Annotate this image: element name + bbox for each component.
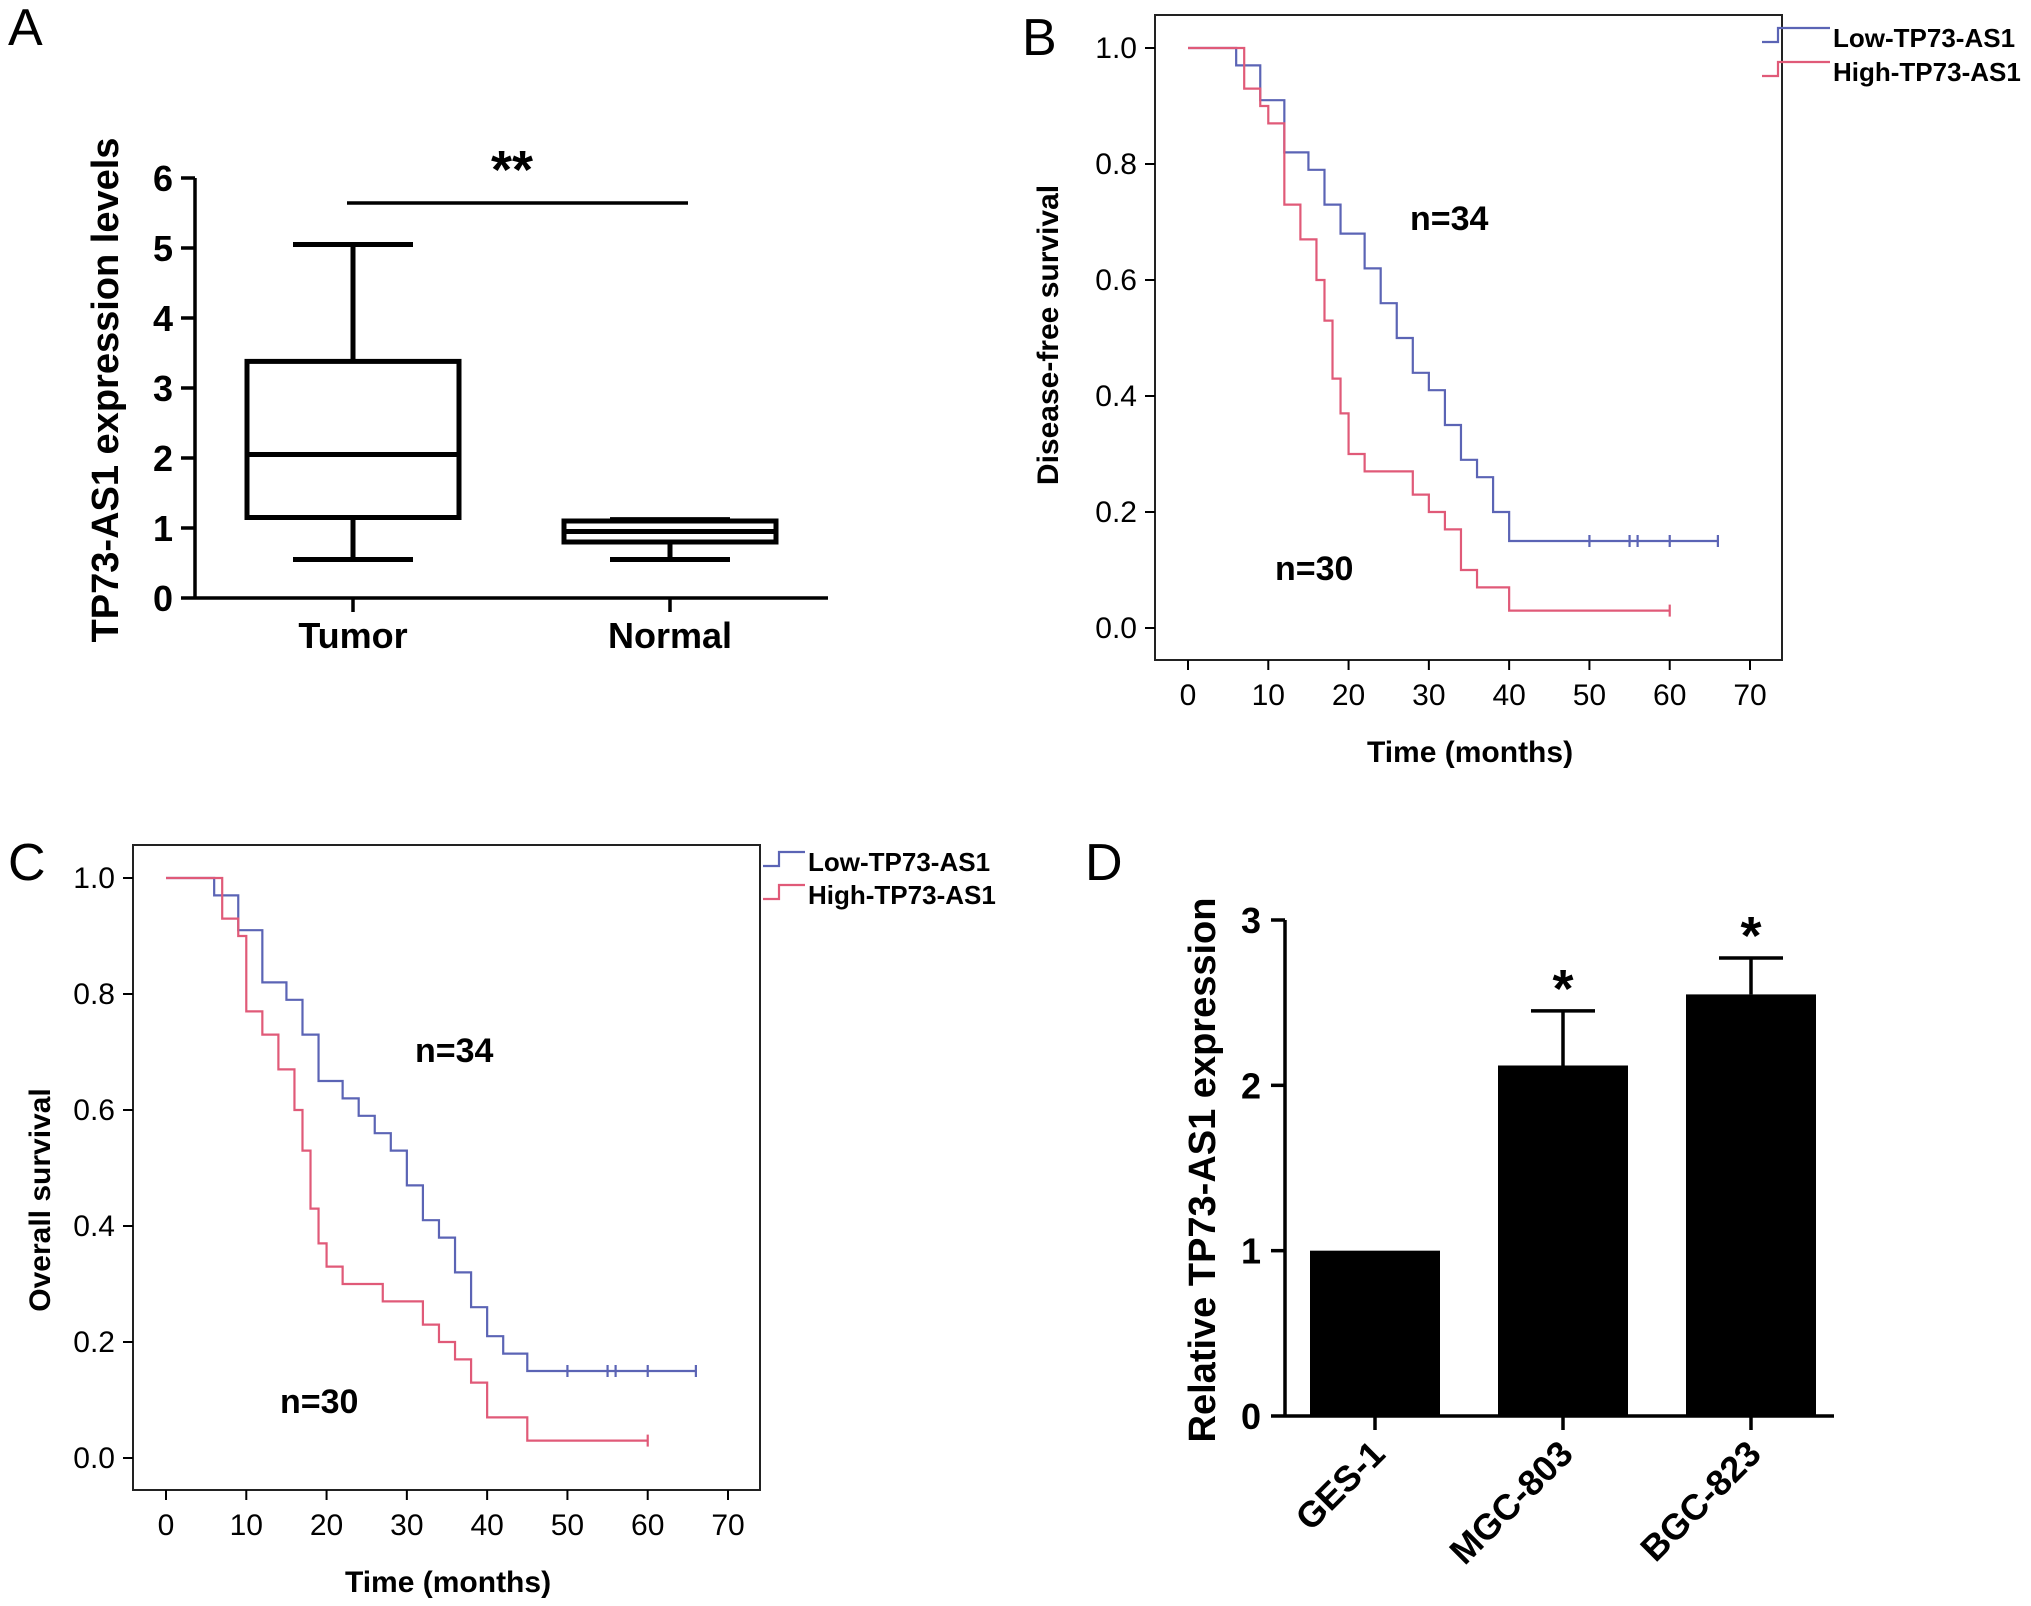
panel-a-y-tick-label: 1	[153, 508, 173, 549]
panel-label-a: A	[8, 0, 43, 57]
panel-b-n-high: n=30	[1275, 550, 1353, 588]
panel-c-y-tick-label: 0.6	[73, 1094, 115, 1127]
panel-c-x-tick-label: 20	[310, 1509, 343, 1542]
panel-b-x-tick-label: 10	[1252, 679, 1285, 712]
panel-b-legend-high-swatch	[1762, 60, 1830, 78]
panel-label-d: D	[1085, 834, 1123, 892]
panel-c-x-tick-label: 50	[551, 1509, 584, 1542]
panel-c-curve-low	[166, 876, 696, 1373]
panel-d-significance-star: *	[1740, 906, 1761, 966]
panel-a-significance-label: **	[491, 140, 533, 200]
panel-a-y-tick-label: 2	[153, 438, 173, 479]
panel-c-legend-high-label: High-TP73-AS1	[808, 880, 996, 910]
panel-b-x-tick-label: 60	[1653, 679, 1686, 712]
panel-c-curve-high	[166, 876, 648, 1442]
panel-d-bar	[1686, 994, 1816, 1416]
panel-b-x-tick-label: 0	[1180, 679, 1197, 712]
panel-b-y-tick-label: 1.0	[1095, 32, 1137, 65]
panel-b-plot-frame	[1154, 14, 1783, 661]
panel-b-legend-low-swatch	[1762, 26, 1830, 44]
panel-c-km-plot: 0.00.20.40.60.81.0 0 10 20 30 40 50 60 70 n=34 …	[24, 844, 996, 1599]
panel-a-boxplot: 0 1 2 3 4 5 6 Tumor Normal ** TP73-AS1 expressi…	[85, 138, 828, 656]
panel-c-n-high: n=30	[280, 1383, 358, 1421]
panel-d-x-tick-label: GES-1	[1287, 1433, 1392, 1538]
panel-a-y-tick-label: 6	[153, 158, 173, 199]
panel-a-box	[244, 358, 462, 520]
panel-c-x-tick-label: 60	[631, 1509, 664, 1542]
panel-c-x-tick-label: 40	[470, 1509, 503, 1542]
panel-d-y-tick-label: 3	[1241, 900, 1261, 941]
panel-d-x-tick-label: MGC-803	[1441, 1433, 1580, 1572]
panel-b-x-tick-label: 70	[1733, 679, 1766, 712]
panel-c-x-tick-label: 0	[158, 1509, 175, 1542]
panel-a-y-tick-label: 0	[153, 578, 173, 619]
panel-a-y-axis-title: TP73-AS1 expression levels	[85, 138, 127, 643]
panel-b-n-low: n=34	[1410, 200, 1489, 238]
panel-c-legend: Low-TP73-AS1 High-TP73-AS1	[763, 847, 996, 910]
panel-c-y-tick-label: 0.4	[73, 1210, 115, 1243]
panel-b-legend-high-label: High-TP73-AS1	[1833, 57, 2021, 87]
panel-c-y-tick-label: 0.2	[73, 1326, 115, 1359]
panel-b-y-tick-label: 0.0	[1095, 612, 1137, 645]
panel-d-y-tick-label: 2	[1241, 1065, 1261, 1106]
panel-c-x-axis-title: Time (months)	[345, 1566, 551, 1599]
panel-b-curve-high	[1188, 46, 1670, 612]
panel-d-bar	[1498, 1065, 1628, 1416]
panel-d-y-axis-title: Relative TP73-AS1 expression	[1182, 898, 1224, 1443]
panel-b-y-tick-label: 0.2	[1095, 496, 1137, 529]
panel-a-x-tick-label: Normal	[608, 615, 732, 656]
panel-b-y-axis-title: Disease-free survival	[1032, 185, 1065, 485]
panel-a-x-tick-label: Tumor	[298, 615, 407, 656]
panel-c-n-low: n=34	[415, 1032, 494, 1070]
panel-b-y-tick-label: 0.4	[1095, 380, 1137, 413]
panel-c-y-tick-label: 0.8	[73, 978, 115, 1011]
panel-b-x-tick-label: 20	[1332, 679, 1365, 712]
panel-b-x-tick-label: 40	[1492, 679, 1525, 712]
panel-c-y-tick-label: 1.0	[73, 862, 115, 895]
panel-c-x-tick-label: 10	[230, 1509, 263, 1542]
panel-c-x-tick-label: 30	[390, 1509, 423, 1542]
panel-b-km-plot: 0.00.20.40.60.81.0 0 10 20 30 40 50 60 70 n=34 …	[1032, 14, 2021, 769]
panel-c-y-axis-title: Overall survival	[24, 1088, 57, 1311]
panel-b-x-tick-label: 50	[1573, 679, 1606, 712]
panel-c-legend-low-label: Low-TP73-AS1	[808, 847, 990, 877]
panel-d-x-tick-label: BGC-823	[1632, 1433, 1769, 1570]
panel-a-y-tick-label: 4	[153, 298, 173, 339]
panel-b-legend: Low-TP73-AS1 High-TP73-AS1	[1762, 23, 2021, 87]
panel-b-legend-low-label: Low-TP73-AS1	[1833, 23, 2015, 53]
panel-c-plot-frame	[132, 844, 761, 1491]
panel-a-y-tick-label: 3	[153, 368, 173, 409]
panel-label-b: B	[1022, 9, 1057, 67]
panel-c-x-tick-label: 70	[711, 1509, 744, 1542]
panel-c-legend-high-swatch	[763, 883, 805, 901]
panel-b-curve-low	[1188, 46, 1718, 543]
panel-b-x-axis-title: Time (months)	[1367, 736, 1573, 769]
panel-c-y-tick-label: 0.0	[73, 1442, 115, 1475]
panel-a-y-tick-label: 5	[153, 228, 173, 269]
panel-c-legend-low-swatch	[763, 850, 805, 868]
panel-d-significance-star: *	[1552, 959, 1573, 1019]
panel-d-bar	[1310, 1250, 1440, 1416]
panel-d-y-tick-label: 0	[1241, 1396, 1261, 1437]
panel-b-y-tick-label: 0.8	[1095, 148, 1137, 181]
panel-d-bar-chart: 0 1 2 3 * * GES-1 MGC-803 BGC-823 Relative TP7…	[1182, 898, 1834, 1572]
panel-b-x-tick-label: 30	[1412, 679, 1445, 712]
panel-b-y-tick-label: 0.6	[1095, 264, 1137, 297]
panel-label-c: C	[8, 834, 46, 892]
panel-d-y-tick-label: 1	[1241, 1231, 1261, 1272]
